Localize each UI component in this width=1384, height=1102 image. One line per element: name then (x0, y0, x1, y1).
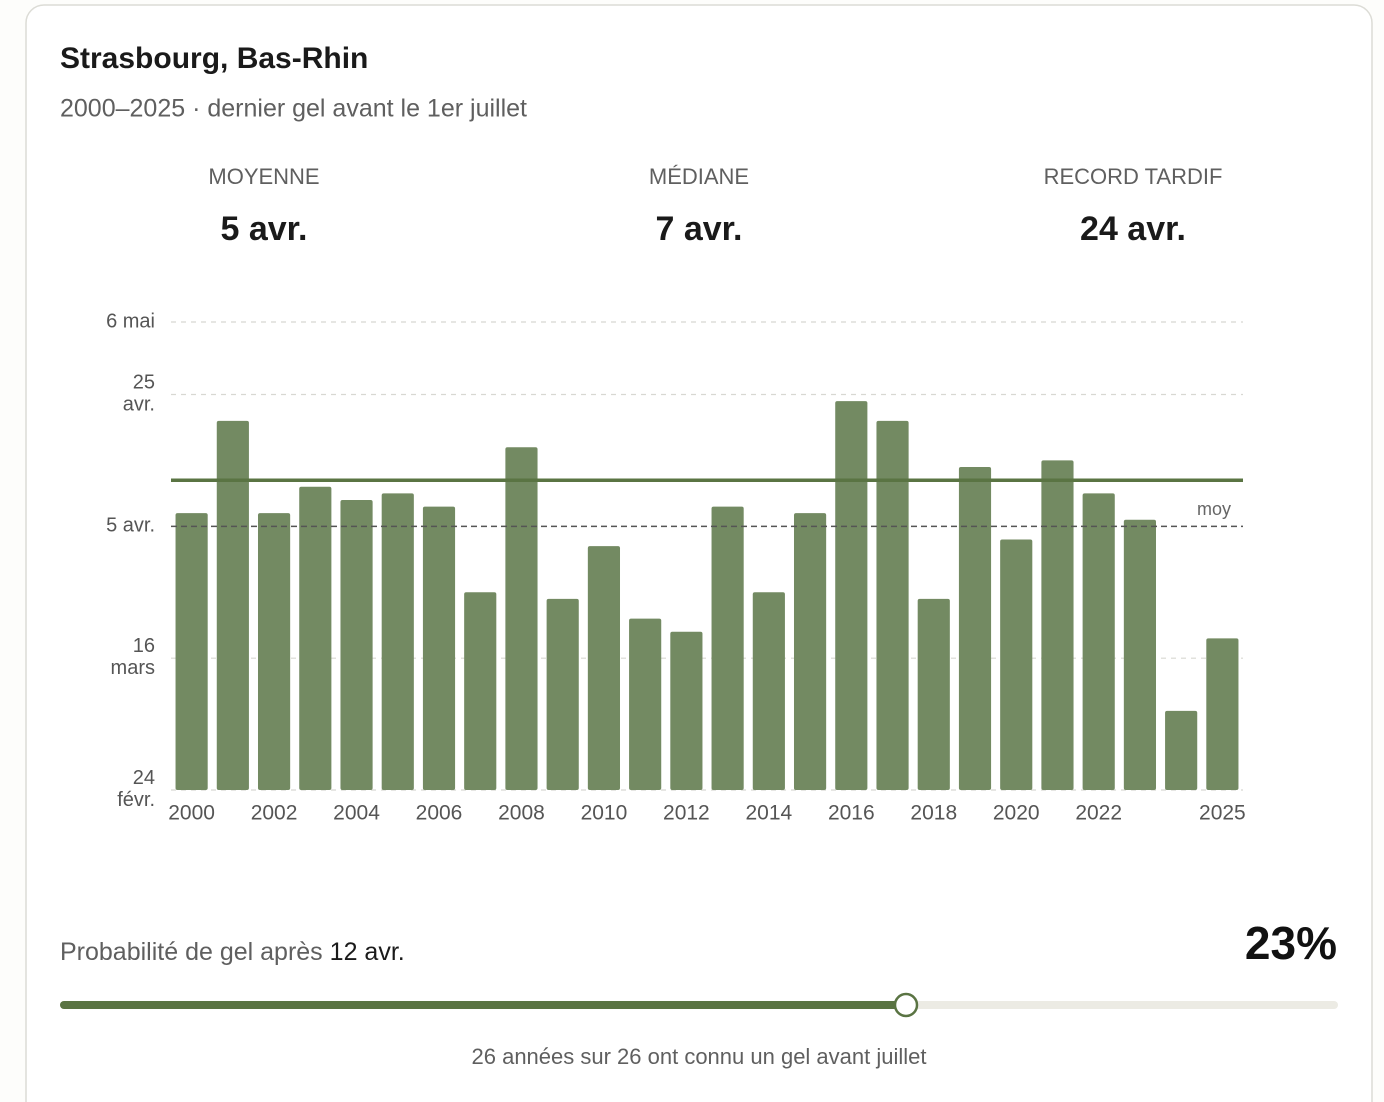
bar (422, 506, 456, 790)
probability-label: Probabilité de gel après 12 avr. (60, 938, 405, 966)
x-tick-label: 2012 (663, 802, 710, 825)
threshold-date: 12 avr. (330, 938, 405, 966)
card (25, 4, 1373, 1102)
footnote: 26 années sur 26 ont connu un gel avant … (472, 1044, 927, 1069)
bar (381, 493, 414, 790)
bar (835, 401, 868, 790)
bar (1082, 493, 1115, 790)
y-tick-label: 25 avr. (123, 372, 155, 416)
stat-value: 24 avr. (1080, 210, 1186, 248)
x-tick-label: 2016 (828, 802, 875, 825)
bar (1206, 638, 1239, 790)
x-tick-label: 2008 (498, 802, 545, 825)
slider[interactable] (60, 992, 1338, 1018)
x-tick-label: 2025 (1199, 802, 1246, 825)
bar (1041, 460, 1074, 790)
bar (464, 592, 497, 790)
stat-label: RECORD TARDIF (1044, 164, 1223, 189)
stat-value: 5 avr. (221, 210, 308, 248)
bar (1000, 539, 1033, 790)
subtitle: 2000–2025 · dernier gel avant le 1er jui… (60, 95, 527, 123)
stat-label: MÉDIANE (649, 164, 749, 189)
bar (917, 598, 950, 790)
bar (876, 420, 909, 790)
bar (670, 631, 703, 790)
title: Strasbourg, Bas-Rhin (60, 42, 368, 75)
x-tick-label: 2022 (1075, 802, 1122, 825)
y-tick-label: 6 mai (106, 310, 155, 332)
x-tick-label: 2018 (910, 802, 957, 825)
bar (1165, 710, 1198, 790)
x-tick-label: 2010 (581, 802, 628, 825)
bar (958, 467, 992, 790)
bar (1123, 519, 1157, 790)
slider-fill (60, 1001, 906, 1009)
bar (175, 513, 208, 790)
bar (257, 513, 291, 790)
bar (299, 486, 332, 790)
bar (216, 420, 249, 790)
x-tick-label: 2020 (993, 802, 1040, 825)
probability-value: 23% (1245, 917, 1337, 969)
stat-value: 7 avr. (656, 210, 743, 248)
bar (793, 513, 827, 790)
stat-label: MOYENNE (208, 164, 319, 189)
bar (505, 447, 538, 790)
x-tick-label: 2006 (416, 802, 463, 825)
bar (546, 598, 579, 790)
x-tick-label: 2002 (251, 802, 298, 825)
slider-thumb[interactable] (893, 992, 919, 1018)
y-tick-label: 16 mars (111, 635, 155, 679)
mean-label: moy (1197, 499, 1231, 519)
bar (711, 506, 744, 790)
bar (340, 499, 373, 790)
y-tick-label: 24 févr. (117, 767, 155, 811)
x-tick-label: 2000 (168, 802, 215, 825)
x-tick-label: 2004 (333, 802, 380, 825)
bar (587, 546, 621, 790)
bar (752, 592, 785, 790)
y-tick-label: 5 avr. (106, 515, 155, 537)
bar (629, 618, 662, 790)
x-tick-label: 2014 (745, 802, 792, 825)
probability-text: Probabilité de gel après (60, 938, 323, 966)
